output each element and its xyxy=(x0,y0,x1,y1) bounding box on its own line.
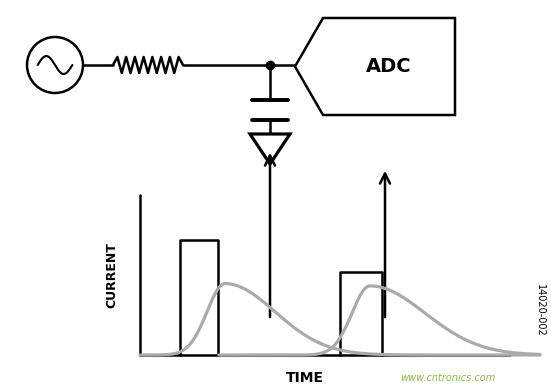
Text: CURRENT: CURRENT xyxy=(105,242,118,308)
Text: 14020-002: 14020-002 xyxy=(535,284,545,336)
Polygon shape xyxy=(295,18,455,115)
Text: ADC: ADC xyxy=(366,57,412,76)
Text: www.cntronics.com: www.cntronics.com xyxy=(400,373,495,383)
Text: TIME: TIME xyxy=(286,371,324,385)
Polygon shape xyxy=(250,134,290,164)
